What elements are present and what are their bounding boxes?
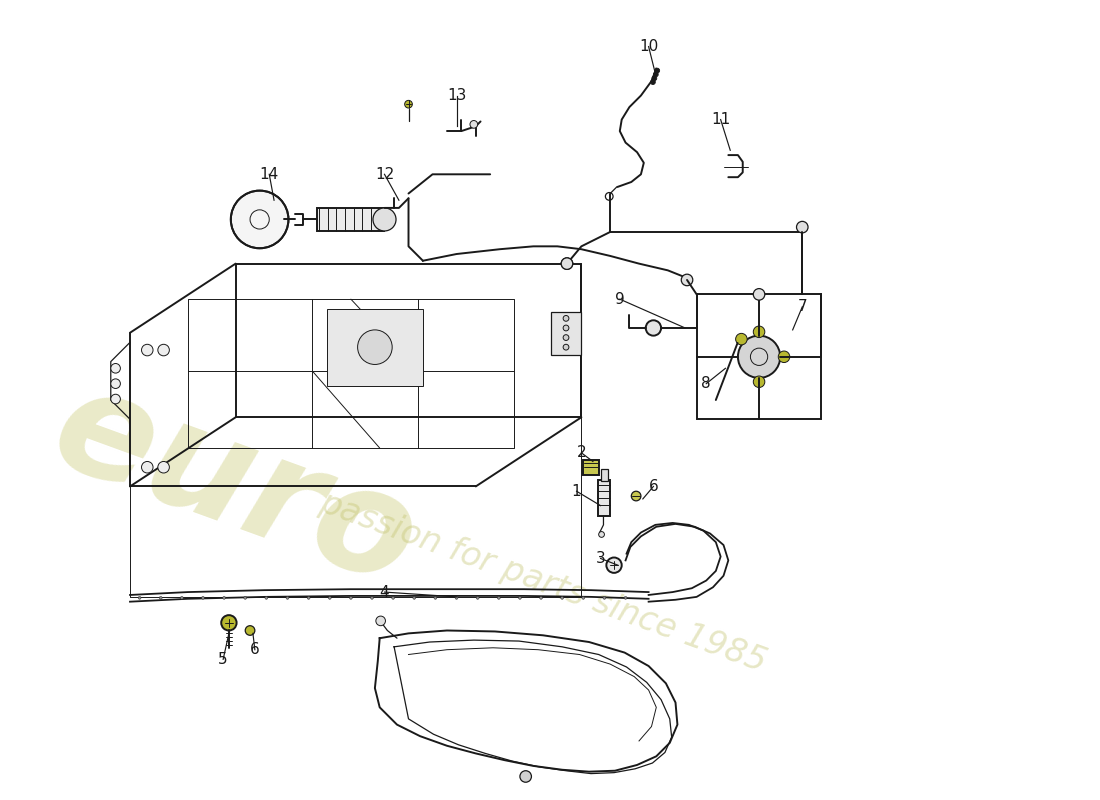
Circle shape — [563, 315, 569, 322]
Circle shape — [561, 258, 573, 270]
Text: 14: 14 — [260, 167, 279, 182]
Circle shape — [157, 344, 169, 356]
Circle shape — [222, 597, 226, 599]
Circle shape — [221, 615, 236, 630]
Text: 2: 2 — [576, 446, 586, 460]
Circle shape — [582, 597, 585, 599]
Circle shape — [497, 597, 500, 599]
Circle shape — [180, 597, 184, 599]
Circle shape — [376, 616, 385, 626]
Text: 1: 1 — [572, 484, 582, 498]
Circle shape — [540, 597, 542, 599]
Circle shape — [328, 597, 331, 599]
Circle shape — [111, 394, 120, 404]
Circle shape — [111, 379, 120, 389]
Circle shape — [231, 190, 288, 248]
Circle shape — [646, 320, 661, 336]
Circle shape — [139, 597, 141, 599]
Bar — [551, 312, 582, 355]
Bar — [597, 480, 611, 516]
Circle shape — [563, 325, 569, 331]
Text: 4: 4 — [379, 585, 389, 599]
Text: 5: 5 — [218, 652, 228, 667]
Circle shape — [650, 80, 656, 85]
Circle shape — [455, 597, 458, 599]
Circle shape — [738, 336, 780, 378]
Circle shape — [598, 531, 604, 538]
Circle shape — [392, 597, 395, 599]
Circle shape — [307, 597, 310, 599]
Circle shape — [470, 121, 477, 128]
Circle shape — [142, 344, 153, 356]
Text: 8: 8 — [702, 376, 711, 391]
Circle shape — [244, 597, 246, 599]
Circle shape — [160, 597, 162, 599]
Circle shape — [371, 597, 374, 599]
Circle shape — [603, 597, 606, 599]
Circle shape — [157, 462, 169, 473]
Circle shape — [779, 351, 790, 362]
Circle shape — [754, 289, 764, 300]
Text: 6: 6 — [250, 642, 260, 658]
Circle shape — [142, 462, 153, 473]
Circle shape — [518, 597, 521, 599]
Circle shape — [631, 491, 641, 501]
Text: euro: euro — [35, 356, 436, 617]
Circle shape — [654, 68, 660, 73]
Circle shape — [681, 274, 693, 286]
Circle shape — [412, 597, 416, 599]
Circle shape — [563, 334, 569, 341]
Text: 7: 7 — [798, 299, 807, 314]
Text: 6: 6 — [649, 479, 658, 494]
Circle shape — [286, 597, 289, 599]
Circle shape — [561, 258, 573, 270]
Circle shape — [561, 597, 563, 599]
Text: 12: 12 — [375, 167, 394, 182]
Circle shape — [434, 597, 437, 599]
Circle shape — [405, 100, 412, 108]
Text: 13: 13 — [447, 88, 466, 103]
Circle shape — [796, 222, 808, 233]
Circle shape — [476, 597, 480, 599]
Text: 3: 3 — [596, 551, 605, 566]
Bar — [696, 294, 822, 419]
Circle shape — [754, 376, 764, 387]
Bar — [327, 309, 422, 386]
Circle shape — [736, 334, 747, 345]
Text: 10: 10 — [639, 39, 658, 54]
Circle shape — [520, 770, 531, 782]
Bar — [583, 459, 598, 475]
Text: 9: 9 — [615, 292, 625, 306]
Circle shape — [111, 363, 120, 373]
Text: 11: 11 — [711, 112, 730, 127]
Circle shape — [653, 72, 658, 77]
Circle shape — [265, 597, 267, 599]
Circle shape — [606, 558, 621, 573]
Circle shape — [652, 76, 657, 81]
Text: passion for parts since 1985: passion for parts since 1985 — [315, 486, 771, 679]
Bar — [317, 208, 385, 231]
Bar — [601, 469, 608, 481]
Circle shape — [350, 597, 352, 599]
Circle shape — [201, 597, 205, 599]
Circle shape — [358, 330, 393, 365]
Circle shape — [245, 626, 255, 635]
Circle shape — [754, 326, 764, 338]
Circle shape — [624, 597, 627, 599]
Circle shape — [373, 208, 396, 231]
Circle shape — [563, 344, 569, 350]
